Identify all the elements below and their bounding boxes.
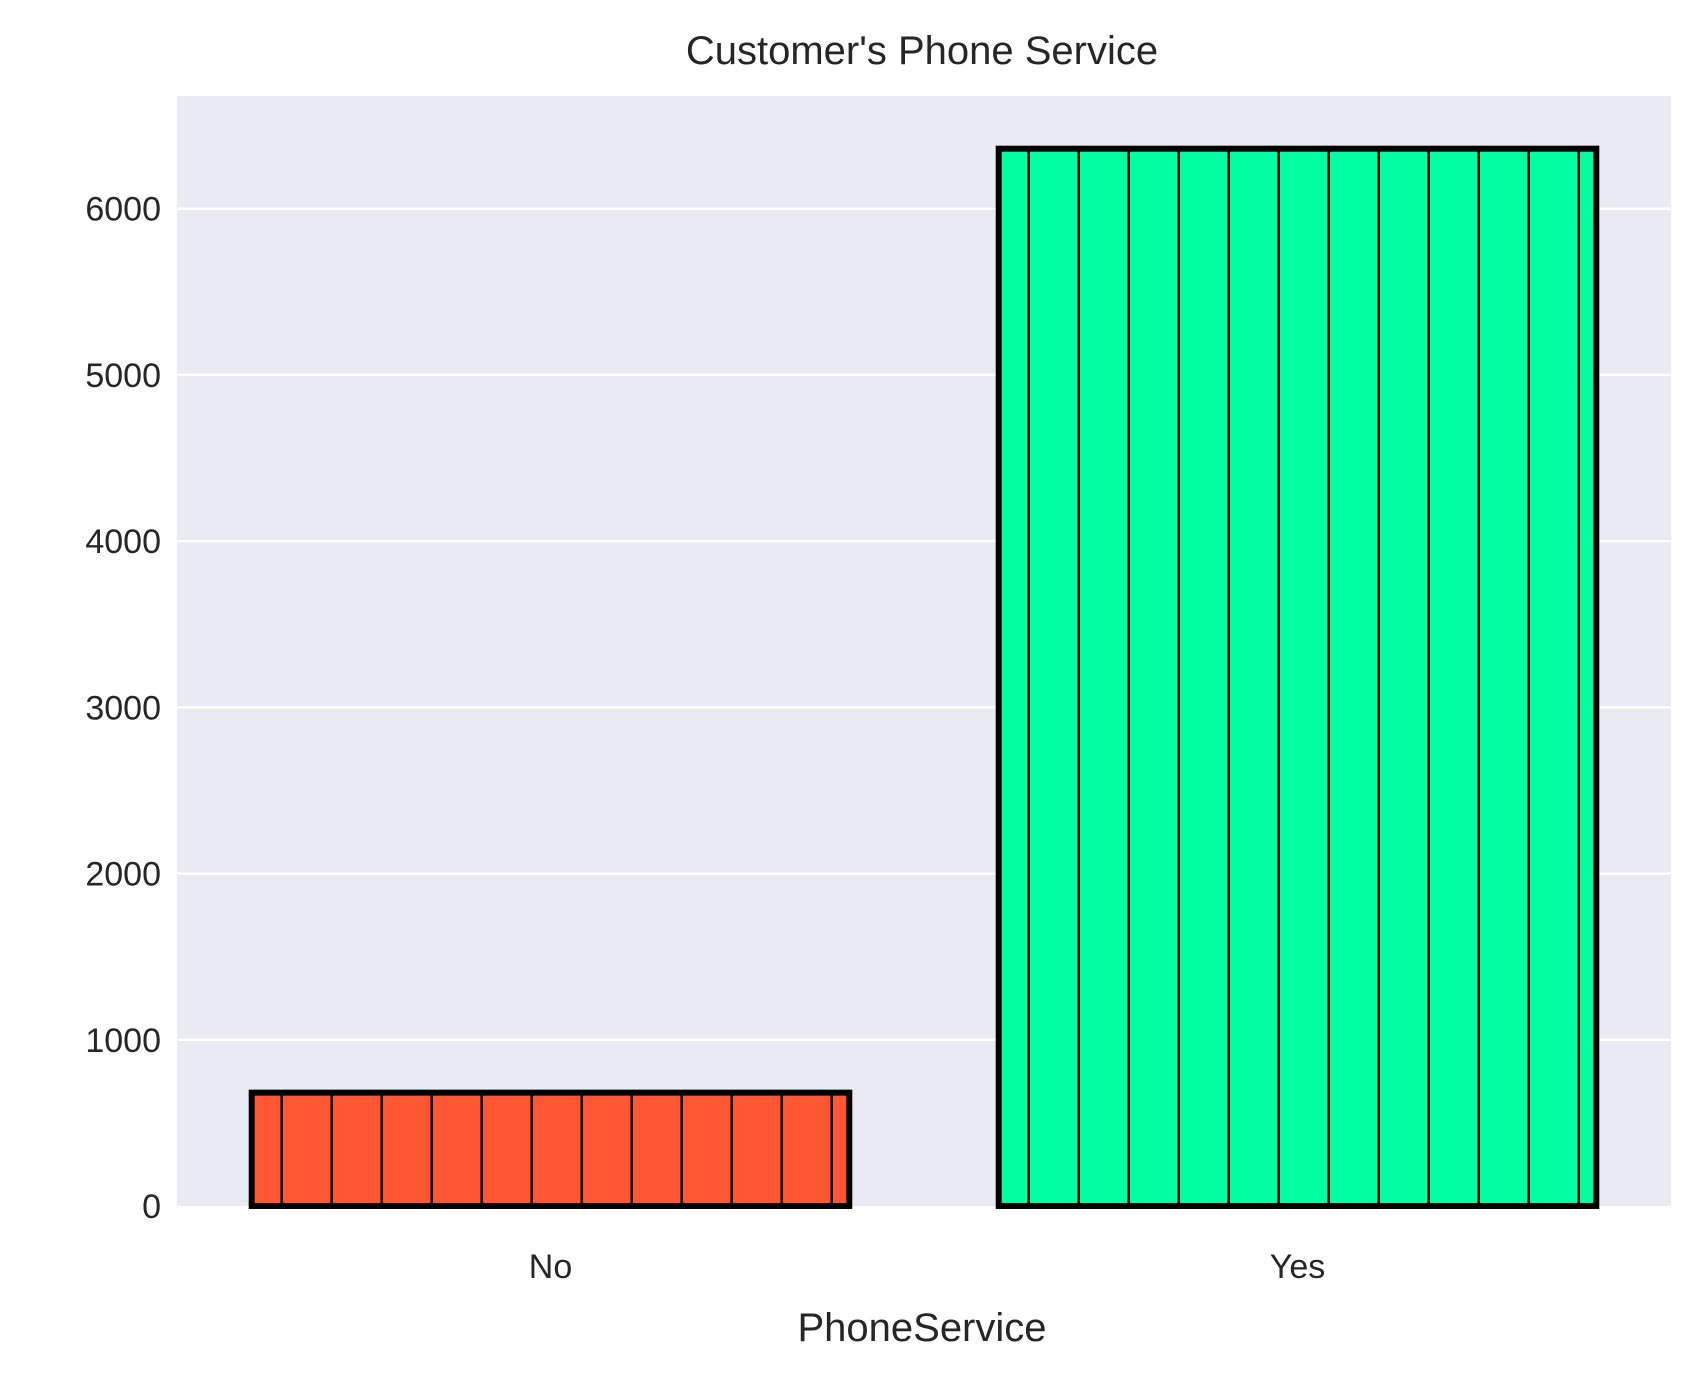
y-tick-3000: 3000 bbox=[85, 689, 161, 727]
y-tick-0: 0 bbox=[142, 1188, 161, 1226]
y-tick-6000: 6000 bbox=[85, 191, 161, 229]
bar-body-no bbox=[248, 1089, 853, 1210]
y-tick-labels: 0 1000 2000 3000 4000 5000 6000 bbox=[85, 191, 161, 1226]
bar-yes bbox=[995, 145, 1600, 1209]
x-axis-label: PhoneService bbox=[797, 1306, 1046, 1350]
y-tick-1000: 1000 bbox=[85, 1022, 161, 1060]
chart-title: Customer's Phone Service bbox=[686, 29, 1158, 73]
bar-no bbox=[248, 1089, 853, 1210]
x-tick-labels: No Yes bbox=[529, 1248, 1325, 1286]
y-tick-4000: 4000 bbox=[85, 523, 161, 561]
bar-body-yes bbox=[995, 145, 1600, 1209]
x-tick-no: No bbox=[529, 1248, 572, 1286]
y-tick-5000: 5000 bbox=[85, 357, 161, 395]
x-tick-yes: Yes bbox=[1270, 1248, 1325, 1286]
bars bbox=[248, 145, 1600, 1210]
y-tick-2000: 2000 bbox=[85, 856, 161, 894]
